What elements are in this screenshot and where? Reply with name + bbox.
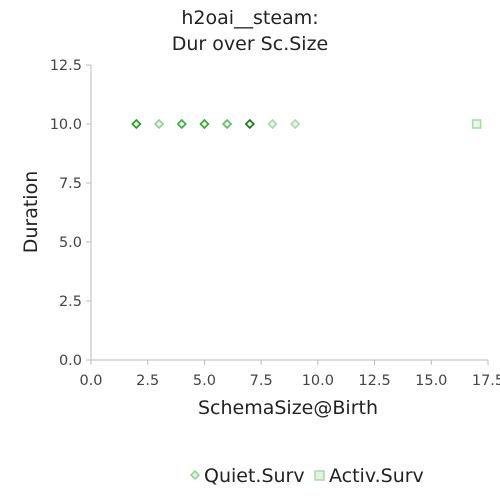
point-quiet-surv-7 [290,118,301,130]
x-tick-label: 12.5 [358,373,390,389]
y-tick-label: 5.0 [59,235,82,251]
point-quiet-surv-6 [267,118,278,130]
chart-title-line-2: Dur over Sc.Size [172,33,328,55]
y-tick-label: 2.5 [59,294,82,310]
legend-label-activ-surv: Activ.Surv [329,465,424,487]
x-tick-label: 10.0 [302,373,334,389]
legend: Quiet.Surv Activ.Surv [189,465,424,487]
y-tick-label: 7.5 [59,176,82,192]
y-tick-label: 12.5 [50,58,82,74]
x-tick-label: 2.5 [136,373,159,389]
point-activ-surv-0 [471,119,482,129]
x-tick-label: 17.5 [472,373,500,389]
y-axis-label: Duration [20,171,42,254]
legend-label-quiet-surv: Quiet.Surv [204,465,305,487]
x-tick-label: 0.0 [79,373,102,389]
x-tick-label: 5.0 [193,373,216,389]
point-quiet-surv-4 [221,118,233,130]
legend-marker-activ-surv [314,470,325,481]
point-quiet-surv-5 [244,118,255,130]
point-quiet-surv-3 [199,118,210,130]
chart-title-line-1: h2oai__steam: [181,7,318,29]
x-ticks: 0.0 2.5 5.0 7.5 10.0 12.5 15.0 17.5 [79,360,500,389]
x-axis-label: SchemaSize@Birth [198,397,378,419]
point-quiet-surv-2 [176,118,187,130]
data-points [131,118,482,130]
y-ticks: 0.0 2.5 5.0 7.5 10.0 12.5 [50,58,91,369]
y-tick-label: 10.0 [50,117,82,133]
x-tick-label: 7.5 [250,373,273,389]
point-quiet-surv-1 [153,118,165,130]
point-quiet-surv-0 [131,118,142,130]
legend-marker-quiet-surv [189,469,201,481]
x-tick-label: 15.0 [415,373,447,389]
y-tick-label: 0.0 [59,353,82,369]
